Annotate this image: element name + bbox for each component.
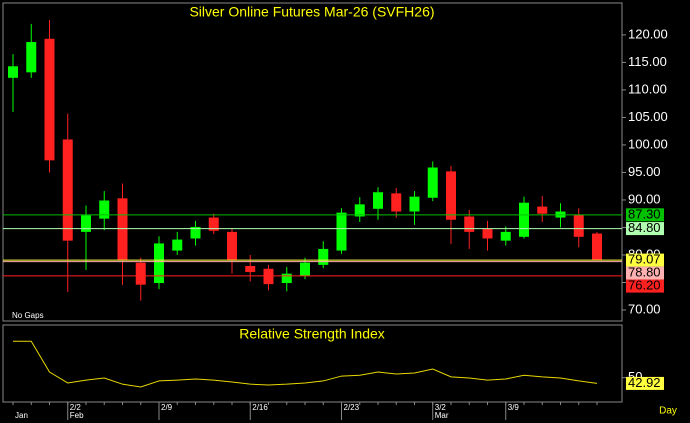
y-tick-label: 95.00 [628, 164, 661, 179]
y-tick-label: 110.00 [628, 81, 667, 96]
candle-body [409, 196, 420, 212]
candle-body [172, 239, 183, 251]
rsi-label-bg [626, 376, 664, 390]
candle-body [81, 215, 91, 232]
candle-body [26, 42, 37, 73]
level-label-bg [626, 208, 664, 222]
level-label: 87.30 [628, 206, 661, 221]
y-tick-label: 105.00 [628, 109, 668, 124]
month-label: Mar [435, 411, 449, 420]
candle-body [263, 268, 274, 285]
price-panel [2, 2, 623, 322]
x-tick-label: 3/2 [435, 403, 447, 412]
candle-body [190, 226, 201, 239]
candle-body [117, 198, 128, 261]
candle-body [99, 200, 110, 219]
candle-body [482, 228, 493, 239]
level-label-bg [626, 279, 664, 293]
note: No Gaps [12, 311, 44, 320]
candle-body [354, 204, 365, 217]
rsi-title: Relative Strength Index [239, 326, 385, 342]
level-label-bg [626, 266, 664, 280]
candle-body [500, 231, 511, 241]
level-label-bg [626, 253, 664, 267]
x-tick-label: 2/23 [344, 403, 360, 412]
candle-body [592, 233, 602, 261]
level-label: 76.20 [628, 278, 661, 293]
candle-body [44, 38, 55, 161]
candle-body [446, 171, 456, 220]
y-tick-label: 115.00 [628, 54, 667, 69]
x-tick-label: 2/9 [161, 403, 173, 412]
y-tick-label: 70.00 [628, 301, 661, 316]
candle-body [227, 231, 237, 260]
rsi-line [13, 340, 598, 388]
candle-body [245, 265, 256, 273]
candle-body [573, 214, 584, 237]
candle-body [135, 262, 146, 285]
level-label: 78.80 [628, 265, 661, 280]
y-tick-label: 120.00 [628, 26, 668, 41]
candle-body [318, 248, 329, 265]
x-tick-label: 3/9 [508, 403, 520, 412]
y-tick-label: 90.00 [628, 191, 661, 206]
x-tick-label: 2/16 [252, 403, 268, 412]
candle-body [154, 243, 164, 284]
month-label: Feb [70, 411, 84, 420]
candle-body [537, 206, 548, 214]
month-label: Jan [15, 411, 28, 420]
candle-body [336, 212, 347, 251]
candle-body [208, 217, 219, 231]
candle-body [519, 202, 529, 237]
candle-body [281, 273, 292, 284]
chart-title: Silver Online Futures Mar-26 (SVFH26) [189, 4, 434, 20]
level-label: 84.80 [628, 220, 661, 235]
level-label: 79.07 [628, 252, 661, 267]
candle-body [391, 193, 402, 212]
candle-body [8, 66, 18, 78]
y-tick-label: 100.00 [628, 136, 668, 151]
candle-body [62, 139, 73, 241]
x-tick-label: 2/2 [70, 403, 82, 412]
candle-body [427, 167, 438, 198]
candle-body [300, 262, 310, 276]
rsi-value-label: 42.92 [628, 375, 661, 390]
candle-body [373, 192, 383, 209]
candle-body [464, 216, 475, 232]
interval-label: Day [659, 406, 677, 417]
level-label-bg [626, 222, 664, 236]
